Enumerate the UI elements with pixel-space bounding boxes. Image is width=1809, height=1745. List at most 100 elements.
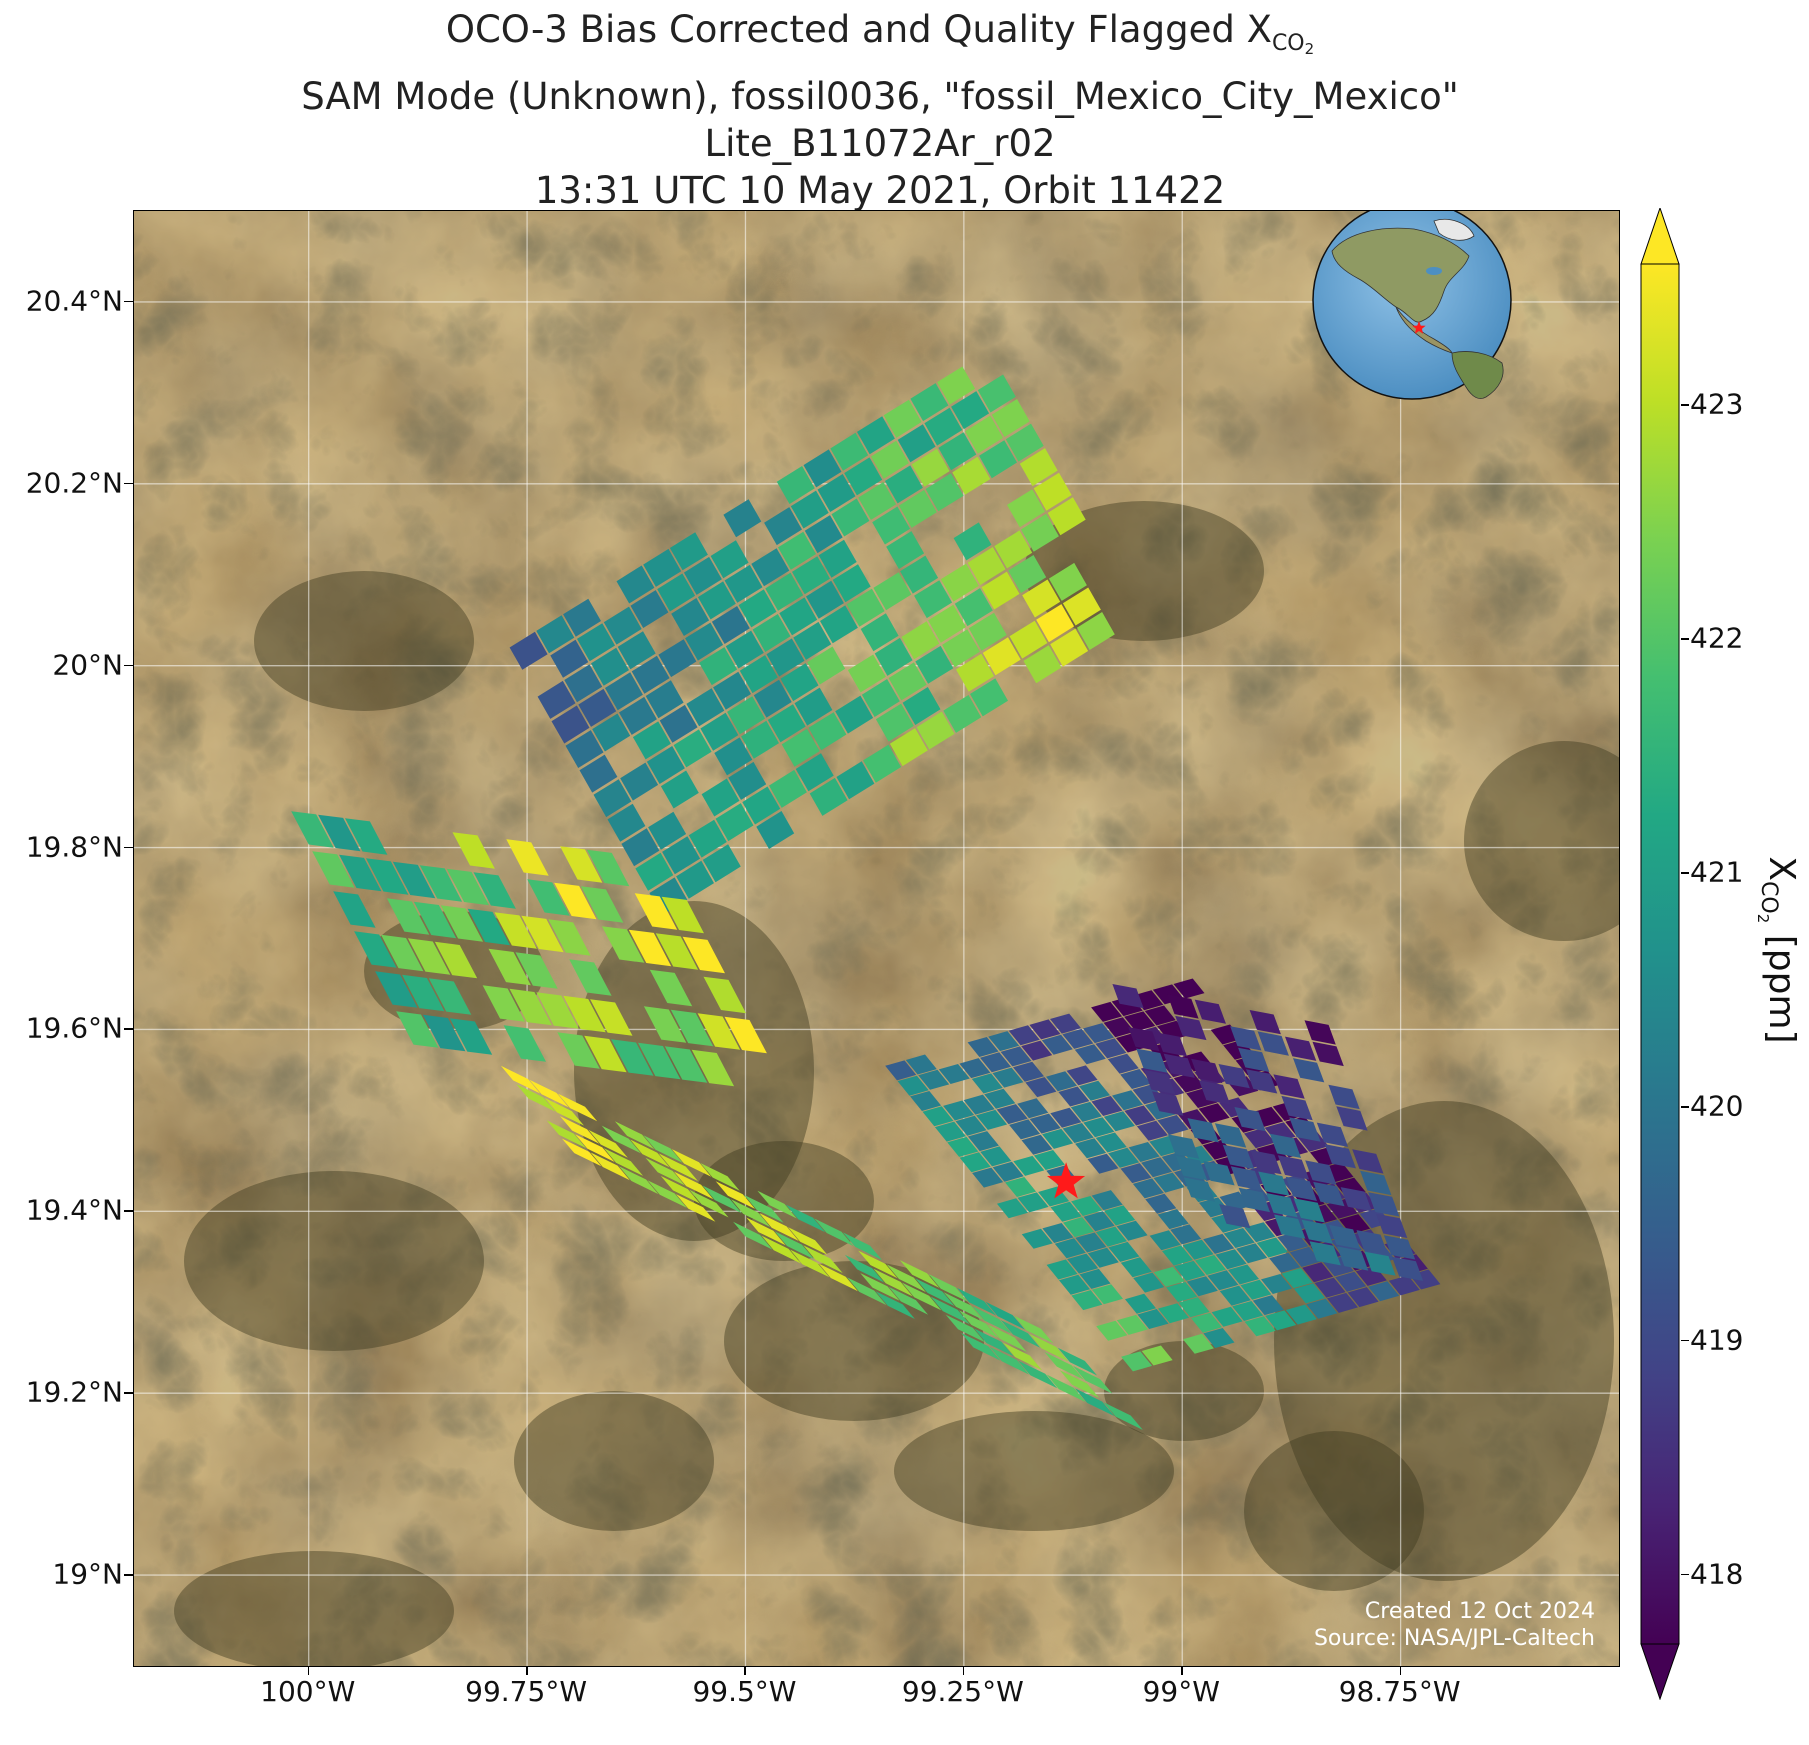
xco2-sounding bbox=[689, 1189, 729, 1218]
colorbar-tick-label: 420 bbox=[1690, 1089, 1744, 1123]
xco2-sounding bbox=[1281, 1095, 1313, 1121]
xco2-sounding bbox=[847, 1277, 887, 1306]
colorbar-tick-label: 419 bbox=[1690, 1323, 1744, 1357]
xco2-sounding bbox=[1079, 1268, 1111, 1289]
xco2-sounding bbox=[1050, 1107, 1082, 1128]
xco2-sounding bbox=[434, 941, 478, 979]
xco2-sounding bbox=[1388, 1275, 1420, 1296]
lat-tick-label: 19.8°N bbox=[25, 830, 123, 864]
xco2-sounding bbox=[1234, 1107, 1266, 1132]
xco2-sounding bbox=[1144, 1069, 1176, 1095]
xco2-sounding bbox=[1042, 1223, 1074, 1243]
xco2-sounding bbox=[482, 985, 525, 1022]
xco2-sounding bbox=[1157, 1115, 1189, 1135]
xco2-sounding bbox=[509, 988, 552, 1026]
xco2-sounding bbox=[947, 1136, 979, 1157]
xco2-sounding bbox=[1305, 1160, 1337, 1185]
xco2-sounding bbox=[1062, 587, 1101, 626]
colorbar-extend-min bbox=[1640, 1643, 1680, 1701]
xco2-sounding bbox=[902, 1282, 942, 1311]
xco2-sounding bbox=[746, 1217, 786, 1246]
map-canvas bbox=[134, 211, 1619, 1666]
xco2-sounding bbox=[925, 473, 964, 512]
xco2-sounding bbox=[676, 860, 714, 899]
xco2-sounding bbox=[1223, 1228, 1255, 1248]
xco2-sounding bbox=[1044, 1352, 1084, 1380]
xco2-sounding bbox=[860, 613, 899, 652]
xco2-sounding bbox=[646, 746, 685, 784]
xco2-sounding bbox=[660, 770, 699, 809]
xco2-sounding bbox=[1302, 1262, 1334, 1283]
xco2-sounding bbox=[1103, 1402, 1143, 1430]
xco2-sounding bbox=[1182, 1239, 1214, 1260]
inset-globe bbox=[1312, 211, 1512, 400]
xco2-sounding bbox=[1230, 1166, 1263, 1191]
colorbar-canvas bbox=[1640, 206, 1680, 1701]
xco2-sounding bbox=[842, 1232, 883, 1261]
xco2-sounding bbox=[1356, 1230, 1388, 1255]
xco2-sounding bbox=[603, 606, 642, 645]
xco2-sounding bbox=[992, 1067, 1024, 1088]
xco2-sounding bbox=[1335, 1271, 1367, 1292]
xco2-sounding bbox=[702, 844, 741, 883]
xco2-sounding bbox=[661, 896, 704, 934]
xco2-sounding bbox=[803, 1245, 843, 1273]
xco2-sounding bbox=[1073, 1365, 1113, 1394]
xco2-sounding bbox=[1340, 1187, 1372, 1212]
xco2-sounding bbox=[682, 936, 725, 974]
xco2-sounding bbox=[643, 1006, 687, 1043]
xco2-sounding bbox=[554, 882, 597, 920]
xco2-sounding bbox=[943, 1292, 983, 1320]
xco2-sounding bbox=[1199, 1080, 1231, 1105]
xco2-sounding bbox=[1153, 1266, 1185, 1287]
xco2-sounding bbox=[616, 565, 655, 604]
xco2-sounding bbox=[563, 995, 606, 1033]
credit-text: Created 12 Oct 2024 Source: NASA/JPL-Cal… bbox=[1314, 1598, 1595, 1652]
xco2-sounding bbox=[1207, 1270, 1239, 1291]
vegetation-patch bbox=[174, 1551, 454, 1666]
xco2-sounding bbox=[1076, 612, 1115, 650]
xco2-sounding bbox=[1174, 1260, 1206, 1281]
xco2-sounding bbox=[1218, 1064, 1250, 1089]
xco2-sounding bbox=[1005, 1177, 1037, 1197]
xco2-sounding bbox=[1022, 579, 1061, 618]
xco2-sounding bbox=[1194, 999, 1226, 1024]
xco2-sounding bbox=[1173, 978, 1205, 999]
xco2-sounding bbox=[1112, 1090, 1143, 1111]
xco2-sounding bbox=[940, 563, 979, 602]
xco2-sounding bbox=[1054, 1238, 1086, 1259]
xco2-sounding bbox=[785, 1204, 826, 1233]
xco2-sounding bbox=[662, 836, 701, 875]
vegetation-patches bbox=[174, 501, 1619, 1666]
title-line-2: SAM Mode (Unknown), fossil0036, "fossil_… bbox=[301, 75, 1459, 118]
xco2-sounding bbox=[723, 499, 762, 538]
xco2-sounding bbox=[1137, 1309, 1169, 1329]
lat-tick-label: 20°N bbox=[52, 648, 123, 682]
xco2-sounding bbox=[630, 590, 669, 628]
xco2-sounding bbox=[871, 440, 909, 479]
xco2-sounding bbox=[527, 879, 570, 916]
xco2-sounding bbox=[886, 531, 925, 569]
xco2-sounding bbox=[440, 905, 484, 942]
xco2-sounding bbox=[1074, 1044, 1106, 1065]
xco2-sounding bbox=[291, 811, 334, 848]
xco2-sounding bbox=[875, 703, 914, 742]
xco2-sounding bbox=[392, 861, 436, 899]
xco2-sounding bbox=[733, 1221, 773, 1250]
xco2-sounding bbox=[766, 638, 805, 677]
xco2-sounding bbox=[617, 631, 656, 670]
xco2-sounding bbox=[793, 621, 832, 660]
xco2-sounding bbox=[902, 687, 941, 725]
xco2-sounding bbox=[1269, 1252, 1301, 1273]
target-marker bbox=[1047, 1162, 1086, 1199]
title-line-4: 13:31 UTC 10 May 2021, Orbit 11422 bbox=[534, 169, 1226, 212]
xco2-sounding bbox=[500, 1065, 541, 1094]
xco2-sounding bbox=[860, 1273, 900, 1301]
xco2-sounding bbox=[506, 839, 549, 876]
xco2-sounding bbox=[959, 1058, 991, 1079]
xco2-sounding bbox=[560, 1116, 600, 1144]
xco2-sounding bbox=[1261, 1274, 1292, 1294]
xco2-sounding bbox=[818, 1263, 858, 1292]
vegetation-patch bbox=[724, 1261, 984, 1421]
